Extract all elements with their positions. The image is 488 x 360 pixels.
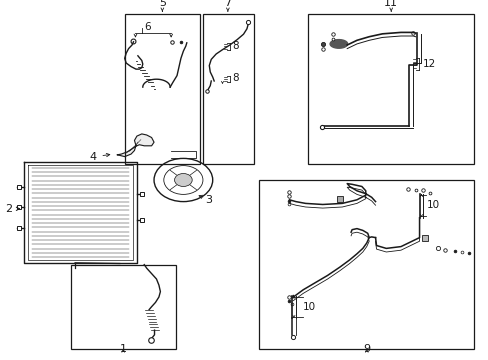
Bar: [203, 14, 254, 164]
Polygon shape: [329, 40, 347, 48]
Bar: [71, 265, 176, 349]
Text: 10: 10: [426, 200, 439, 210]
Text: 5: 5: [159, 0, 165, 8]
Text: 12: 12: [422, 59, 435, 69]
Text: 9: 9: [363, 343, 369, 354]
Text: 6: 6: [144, 22, 151, 32]
Text: 1: 1: [120, 343, 126, 354]
Text: 11: 11: [384, 0, 397, 8]
Text: 2: 2: [5, 204, 12, 214]
Bar: [124, 14, 200, 164]
Text: 4: 4: [89, 152, 96, 162]
Bar: [259, 180, 473, 349]
Text: 8: 8: [232, 41, 239, 51]
Text: 8: 8: [232, 73, 239, 84]
Polygon shape: [117, 134, 154, 157]
Text: 7: 7: [224, 0, 231, 8]
Text: 10: 10: [303, 302, 316, 312]
Circle shape: [174, 174, 192, 186]
Bar: [307, 14, 473, 164]
Text: 3: 3: [205, 195, 212, 205]
